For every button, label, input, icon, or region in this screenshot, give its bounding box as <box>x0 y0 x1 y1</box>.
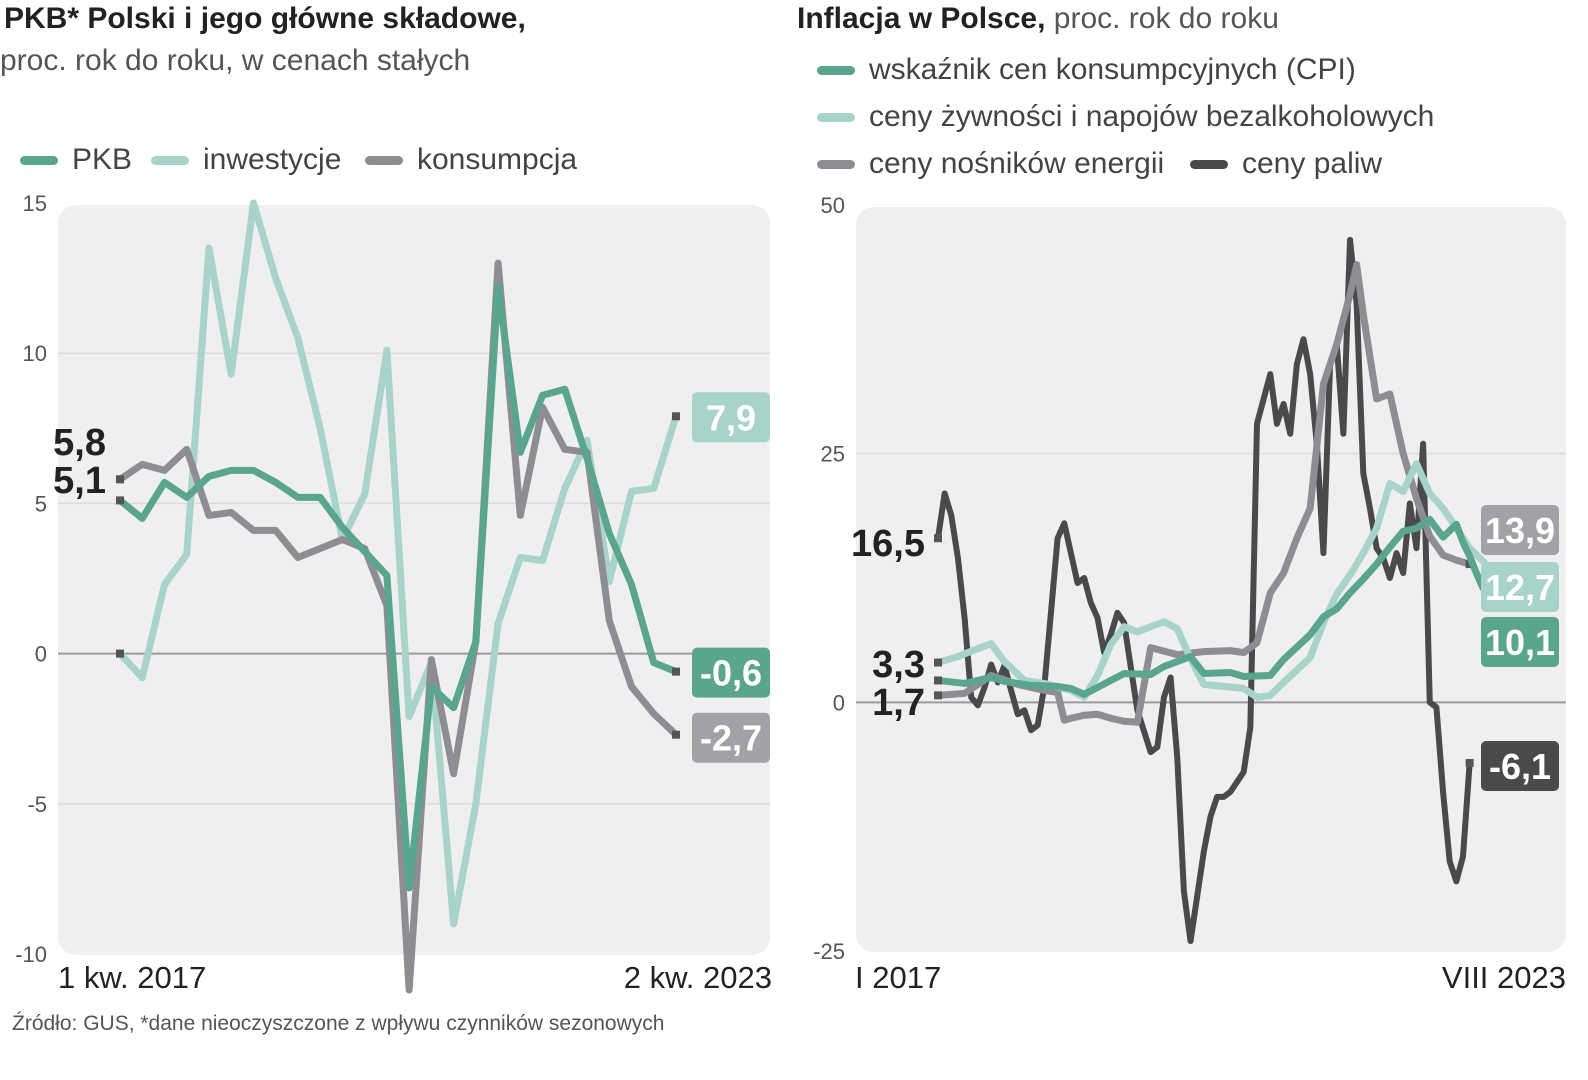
right-start-marker-food <box>934 658 942 667</box>
legend-label-konsumpcja: konsumpcja <box>417 143 578 176</box>
right-series-line-cpi <box>934 515 1500 698</box>
legend-label-pkb: PKB <box>72 143 133 176</box>
legend-item-inwestycje: inwestycje <box>151 143 341 177</box>
right-start-marker-cpi <box>934 676 942 685</box>
right-series-line-food <box>934 460 1500 701</box>
left-end-marker-pkb <box>672 667 680 676</box>
legend-label-inwestycje: inwestycje <box>203 143 342 176</box>
legend-swatch-food <box>817 112 855 122</box>
left-xlabel-end: 2 kw. 2023 <box>624 960 772 995</box>
right-chart-title: Inflacja w Polsce, proc. rok do roku <box>797 2 1279 35</box>
legend-item-cpi: wskaźnik cen konsumpcyjnych (CPI) <box>817 53 1356 87</box>
right-ytick-label: 50 <box>821 193 845 218</box>
right-end-label-fuel-text: -6,1 <box>1489 746 1551 787</box>
right-end-label-energy-text: 13,9 <box>1485 510 1555 551</box>
legend-item-konsumpcja: konsumpcja <box>365 143 577 177</box>
left-ytick-label: 0 <box>35 642 47 667</box>
legend-item-fuel: ceny paliw <box>1190 147 1382 181</box>
legend-item-pkb: PKB <box>20 143 132 177</box>
legend-swatch-fuel <box>1190 159 1228 169</box>
left-start-marker-konsumpcja <box>116 475 124 484</box>
left-ytick-label: -10 <box>15 942 47 967</box>
left-start-label-konsumpcja: 5,8 <box>53 422 106 464</box>
right-start-label-fuel: 16,5 <box>851 523 925 565</box>
left-ytick-label: 15 <box>23 191 47 216</box>
right-start-marker-energy <box>934 691 942 700</box>
right-ytick-label: 0 <box>833 690 845 715</box>
legend-item-food: ceny żywności i napojów bezalkoholowych <box>817 100 1434 134</box>
right-end-marker-fuel <box>1465 759 1474 768</box>
legend-label-food: ceny żywności i napojów bezalkoholowych <box>869 100 1435 133</box>
left-series-line-pkb <box>116 283 680 892</box>
left-end-marker-konsumpcja <box>672 730 680 739</box>
left-end-label-pkb: -0,6 <box>692 647 770 698</box>
right-end-label-fuel: -6,1 <box>1481 741 1559 791</box>
left-start-marker-inwestycje <box>116 649 124 658</box>
legend-label-cpi: wskaźnik cen konsumpcyjnych (CPI) <box>869 53 1356 86</box>
left-chart-subtitle: proc. rok do roku, w cenach stałych <box>0 44 471 77</box>
source-note: Źródło: GUS, *dane nieoczyszczone z wpły… <box>12 1012 665 1035</box>
right-start-label-cpi: 1,7 <box>872 682 925 724</box>
left-start-marker-pkb <box>116 496 124 505</box>
right-ytick-label: -25 <box>813 939 845 964</box>
right-end-label-cpi: 10,1 <box>1481 617 1559 667</box>
legend-item-energy: ceny nośników energii <box>817 147 1164 181</box>
left-chart-title: PKB* Polski i jego główne składowe, <box>4 2 526 35</box>
right-end-label-food: 12,7 <box>1481 562 1559 612</box>
left-end-label-pkb-text: -0,6 <box>700 653 762 694</box>
right-end-label-food-text: 12,7 <box>1485 567 1555 608</box>
left-xlabel-start: 1 kw. 2017 <box>58 960 206 995</box>
legend-swatch-energy <box>817 159 855 169</box>
right-xlabel-end: VIII 2023 <box>1442 960 1566 995</box>
legend-swatch-pkb <box>20 155 58 165</box>
right-start-label-food: 3,3 <box>872 644 925 686</box>
right-end-label-energy: 13,9 <box>1481 505 1559 555</box>
right-ytick-label: 25 <box>821 442 845 467</box>
right-xlabel-start: I 2017 <box>855 960 941 995</box>
legend-label-fuel: ceny paliw <box>1242 147 1383 180</box>
left-ytick-label: -5 <box>27 792 47 817</box>
left-ytick-label: 5 <box>35 491 47 516</box>
legend-swatch-cpi <box>817 65 855 75</box>
left-end-label-konsumpcja-text: -2,7 <box>700 718 762 759</box>
left-plot-area <box>58 205 770 955</box>
right-start-marker-fuel <box>934 534 942 543</box>
left-ytick-label: 10 <box>23 341 47 366</box>
legend-swatch-konsumpcja <box>365 155 403 165</box>
legend-label-energy: ceny nośników energii <box>869 147 1165 180</box>
left-end-label-konsumpcja: -2,7 <box>692 712 770 763</box>
left-end-label-inwestycje-text: 7,9 <box>706 397 756 438</box>
left-start-label-pkb: 5,1 <box>53 460 106 502</box>
legend-swatch-inwestycje <box>151 155 189 165</box>
left-end-label-inwestycje: 7,9 <box>692 392 770 443</box>
left-end-marker-inwestycje <box>672 412 680 421</box>
right-end-label-cpi-text: 10,1 <box>1485 622 1555 663</box>
